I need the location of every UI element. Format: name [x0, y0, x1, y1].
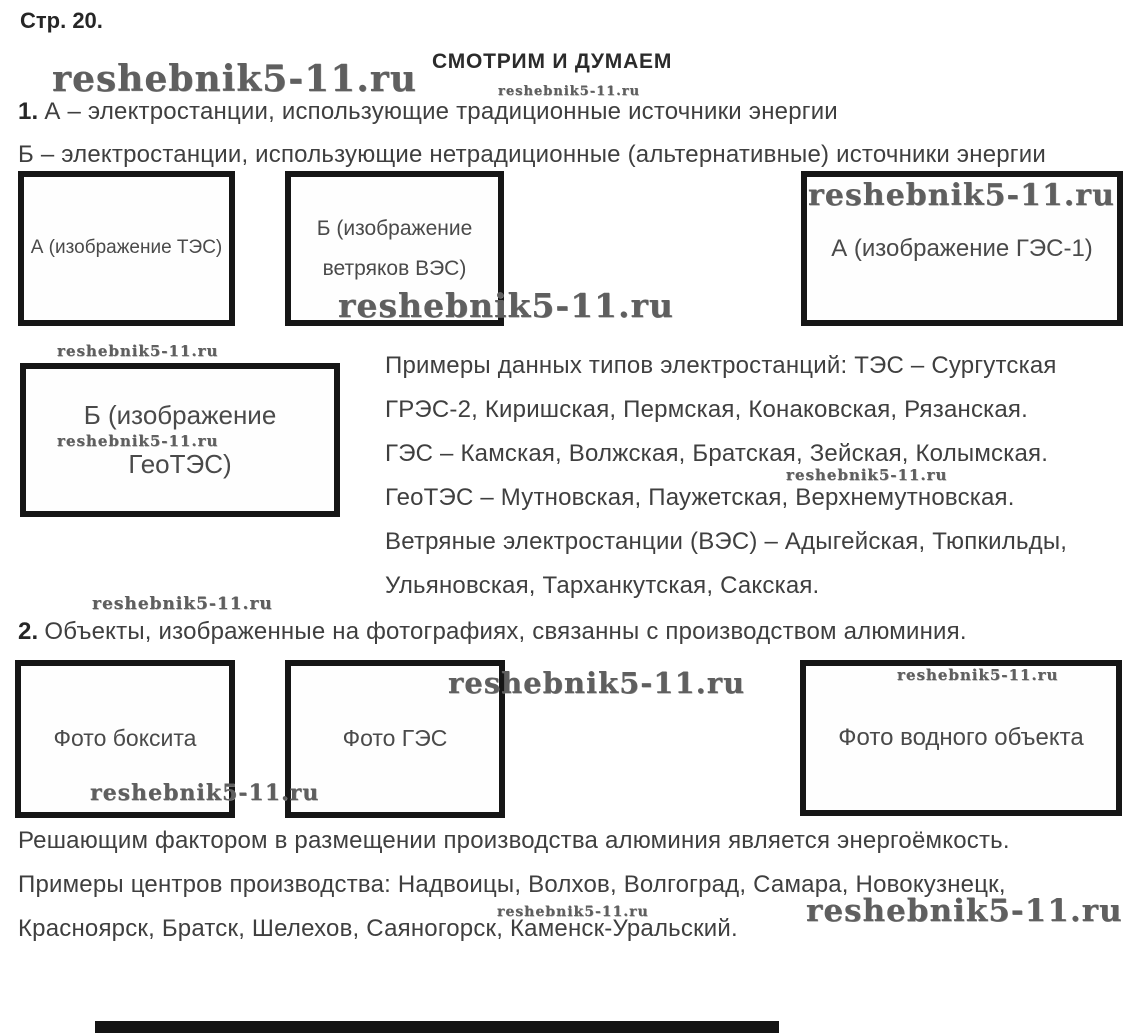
watermark: reshebnik5-11.ru: [90, 780, 320, 806]
watermark: reshebnik5-11.ru: [897, 666, 1059, 684]
photo-box-water-label: Фото водного объекта: [838, 724, 1084, 752]
watermark: reshebnik5-11.ru: [498, 84, 641, 99]
watermark: reshebnik5-11.ru: [808, 178, 1115, 213]
watermark: reshebnik5-11.ru: [448, 666, 746, 700]
conclusion-line: Решающим фактором в размещении производс…: [18, 827, 1010, 854]
image-box-tes: А (изображение ТЭС): [18, 171, 235, 326]
bottom-partial-box-edge: [95, 1021, 779, 1033]
photo-box-water: Фото водного объекта: [800, 660, 1122, 816]
task1-line-a: 1. А – электростанции, использующие тради…: [18, 98, 838, 126]
watermark: reshebnik5-11.ru: [338, 286, 674, 325]
watermark: reshebnik5-11.ru: [497, 904, 649, 920]
watermark: reshebnik5-11.ru: [806, 893, 1123, 929]
task2-number: 2.: [18, 618, 39, 645]
photo-box-ges: Фото ГЭС: [285, 660, 505, 818]
image-box-ges1-label: А (изображение ГЭС-1): [831, 234, 1093, 262]
image-box-geotes-label-2: ГеоТЭС): [128, 449, 232, 479]
examples-line: ГЭС – Камская, Волжская, Братская, Зейск…: [385, 440, 1049, 467]
image-box-geotes: Б (изображение ГеоТЭС): [20, 363, 340, 517]
examples-line: Ветряные электростанции (ВЭС) – Адыгейск…: [385, 528, 1068, 555]
photo-box-bauxite: Фото боксита: [15, 660, 235, 818]
watermark: reshebnik5-11.ru: [92, 594, 273, 614]
photo-box-ges-label: Фото ГЭС: [342, 725, 448, 752]
page-title: СМОТРИМ И ДУМАЕМ: [432, 50, 673, 73]
image-box-geotes-label-1: Б (изображение: [83, 399, 277, 430]
examples-line: Примеры данных типов электростанций: ТЭС…: [385, 352, 1057, 379]
task1-line-b: Б – электростанции, использующие нетради…: [18, 141, 1046, 168]
image-box-ges1: А (изображение ГЭС-1): [801, 171, 1123, 326]
watermark: reshebnik5-11.ru: [57, 342, 219, 360]
examples-line: ГРЭС-2, Киришская, Пермская, Конаковская…: [385, 396, 1029, 423]
watermark: reshebnik5-11.ru: [57, 432, 219, 450]
photo-box-bauxite-label: Фото боксита: [53, 725, 197, 752]
task1-number: 1.: [18, 98, 39, 125]
conclusion-line: Красноярск, Братск, Шелехов, Саяногорск,…: [18, 915, 738, 942]
watermark: reshebnik5-11.ru: [786, 466, 948, 484]
examples-line: ГеоТЭС – Мутновская, Паужетская, Верхнем…: [385, 484, 1015, 511]
image-box-ves-label-2: ветряков ВЭС): [322, 256, 467, 280]
watermark: reshebnik5-11.ru: [52, 58, 417, 100]
image-box-ves-label-1: Б (изображение: [316, 216, 473, 240]
task1-line-a-text: А – электростанции, использующие традици…: [44, 98, 838, 125]
page-number-label: Стр. 20.: [20, 8, 103, 33]
image-box-ves: Б (изображение ветряков ВЭС): [285, 171, 504, 326]
task2-statement-text: Объекты, изображенные на фотографиях, св…: [44, 618, 967, 645]
image-box-tes-label: А (изображение ТЭС): [30, 237, 223, 259]
examples-line: Ульяновская, Тарханкутская, Сакская.: [385, 572, 820, 599]
conclusion-line: Примеры центров производства: Надвоицы, …: [18, 871, 1006, 898]
task2-statement-line: 2. Объекты, изображенные на фотографиях, …: [18, 618, 967, 646]
